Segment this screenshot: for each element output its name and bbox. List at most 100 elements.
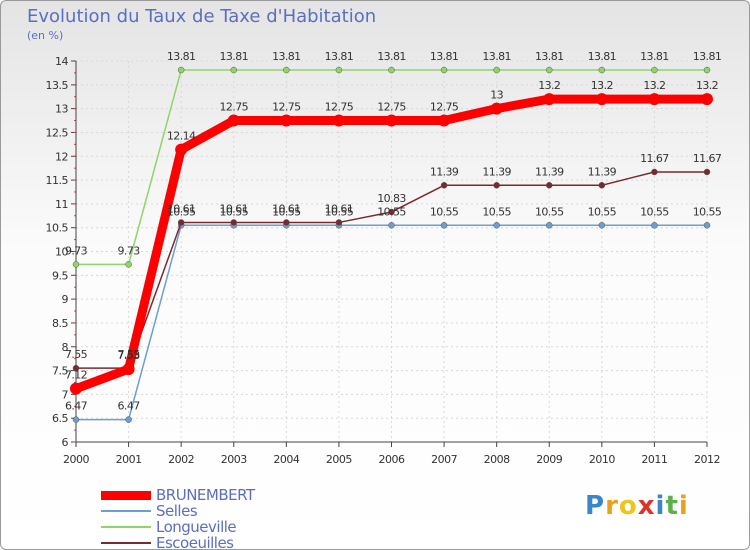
x-tick-label: 2000 xyxy=(63,453,89,466)
data-label: 10.61 xyxy=(167,202,196,215)
data-point xyxy=(122,363,135,376)
data-label: 12.75 xyxy=(272,101,301,114)
logo-letter: r xyxy=(605,491,619,521)
data-label: 11.67 xyxy=(640,152,669,165)
data-point xyxy=(546,222,553,229)
y-tick-label: 14 xyxy=(55,55,68,68)
data-label: 10.83 xyxy=(377,192,406,205)
data-point xyxy=(598,222,606,229)
data-point xyxy=(651,168,658,176)
x-tick-label: 2008 xyxy=(484,453,510,466)
y-tick-label: 12 xyxy=(55,150,68,163)
data-label: 10.61 xyxy=(272,202,301,215)
y-tick-label: 7.5 xyxy=(52,365,68,378)
data-label: 13.81 xyxy=(167,50,196,63)
data-point xyxy=(230,219,237,226)
logo-letter: i xyxy=(678,491,689,521)
data-point xyxy=(72,416,80,423)
data-label: 11.67 xyxy=(693,152,722,165)
data-label: 13.2 xyxy=(538,79,560,92)
y-tick-label: 9.5 xyxy=(52,269,68,282)
data-label: 10.55 xyxy=(693,205,722,218)
data-point xyxy=(125,261,132,268)
data-point xyxy=(388,222,395,229)
data-label: 13 xyxy=(490,89,503,102)
y-tick-label: 10.5 xyxy=(46,222,69,235)
data-point xyxy=(332,114,345,127)
data-point xyxy=(175,143,188,156)
data-point xyxy=(546,182,553,189)
y-tick-label: 13 xyxy=(55,103,68,116)
y-tick-label: 9 xyxy=(62,293,69,306)
proxiti-logo: Proxiti xyxy=(585,491,689,521)
data-label: 13.81 xyxy=(220,50,249,63)
data-label: 10.55 xyxy=(167,205,196,218)
data-label: 10.55 xyxy=(220,205,249,218)
data-point xyxy=(493,182,500,189)
data-label: 13.81 xyxy=(430,50,459,63)
logo-letter: x xyxy=(637,491,656,521)
data-label: 13.2 xyxy=(643,79,665,92)
data-point xyxy=(388,208,395,216)
y-tick-label: 8.5 xyxy=(52,317,68,330)
x-tick-label: 2004 xyxy=(273,453,299,466)
data-label: 13.81 xyxy=(325,50,354,63)
legend-label: Longueville xyxy=(156,518,237,536)
data-label: 9.73 xyxy=(65,244,88,257)
unit-label: (en %) xyxy=(27,29,64,42)
x-tick-label: 2005 xyxy=(326,453,352,466)
logo-letter: t xyxy=(665,491,679,521)
data-point xyxy=(177,219,185,226)
data-label: 11.39 xyxy=(482,165,511,178)
legend-swatch xyxy=(101,526,151,528)
y-tick-label: 12.5 xyxy=(46,126,69,139)
y-tick-label: 10 xyxy=(55,246,68,259)
data-label: 12.14 xyxy=(167,130,196,143)
data-label: 13.81 xyxy=(272,50,301,63)
data-point xyxy=(651,66,658,74)
data-label: 7.55 xyxy=(65,348,88,361)
data-point xyxy=(493,222,500,229)
x-tick-label: 2012 xyxy=(694,453,720,466)
y-tick-label: 6.5 xyxy=(52,412,68,425)
data-label: 10.55 xyxy=(377,205,406,218)
legend-swatch xyxy=(101,510,151,512)
data-point xyxy=(385,114,398,127)
chart-title: Evolution du Taux de Taxe d'Habitation xyxy=(27,6,377,27)
data-label: 10.55 xyxy=(325,205,354,218)
logo-letter: i xyxy=(655,491,666,521)
data-point xyxy=(283,219,290,226)
data-point xyxy=(230,66,237,74)
data-label: 12.75 xyxy=(220,101,249,114)
logo-letter: P xyxy=(585,491,606,521)
data-label: 10.55 xyxy=(535,205,564,218)
data-point xyxy=(388,66,395,74)
data-point xyxy=(440,222,448,229)
data-point xyxy=(227,114,240,127)
data-point xyxy=(595,93,608,106)
legend-label: Selles xyxy=(156,502,198,520)
y-tick-label: 7 xyxy=(62,388,69,401)
y-tick-label: 6 xyxy=(62,436,69,449)
data-label: 12.75 xyxy=(377,101,406,114)
data-label: 10.55 xyxy=(430,205,459,218)
data-point xyxy=(72,261,80,268)
data-label: 11.39 xyxy=(535,165,564,178)
data-point xyxy=(283,66,290,74)
data-point xyxy=(177,66,185,74)
x-tick-label: 2010 xyxy=(589,453,615,466)
data-label: 11.39 xyxy=(588,165,617,178)
data-point xyxy=(438,114,451,127)
data-label: 7.55 xyxy=(118,348,141,361)
x-tick-label: 2007 xyxy=(431,453,457,466)
data-point xyxy=(70,382,82,395)
data-point xyxy=(703,168,711,176)
data-point xyxy=(703,66,711,74)
data-label: 13.81 xyxy=(535,50,564,63)
y-tick-label: 13.5 xyxy=(46,79,69,92)
data-label: 6.47 xyxy=(118,400,141,413)
data-label: 7.12 xyxy=(65,369,87,382)
x-tick-label: 2011 xyxy=(641,453,667,466)
